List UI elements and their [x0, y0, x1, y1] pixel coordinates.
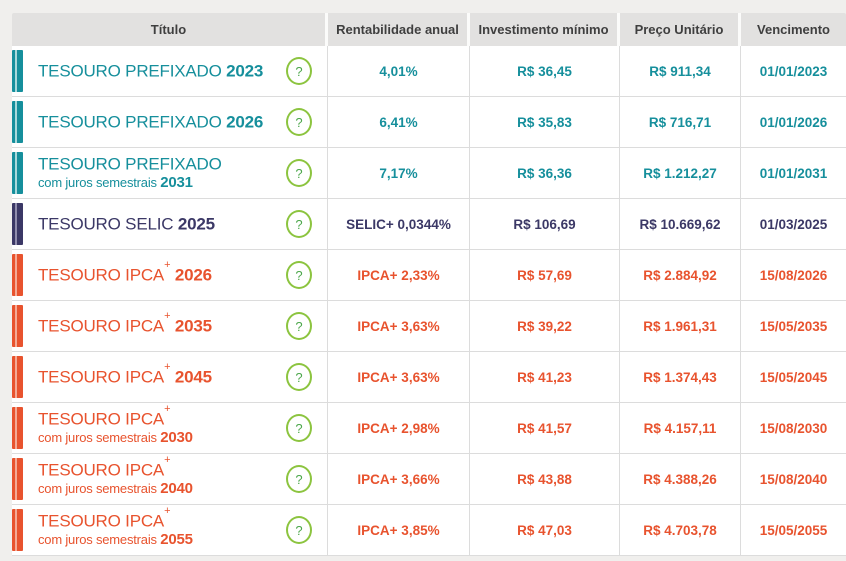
bond-title-cell: TESOURO SELIC 2025 ? — [12, 199, 328, 249]
min-investment-cell: R$ 41,57 — [470, 403, 620, 453]
unit-price-cell: R$ 911,34 — [620, 46, 741, 96]
bond-title: TESOURO PREFIXADO com juros semestrais 2… — [38, 154, 222, 192]
bond-title-cell: TESOURO IPCA+ com juros semestrais 2055 … — [12, 505, 328, 555]
column-header-titulo: Título — [12, 13, 328, 46]
table-row[interactable]: TESOURO PREFIXADO 2023 ? 4,01% R$ 36,45 … — [12, 46, 846, 97]
table-row[interactable]: TESOURO IPCA+ 2045 ? IPCA + 3,63% R$ 41,… — [12, 352, 846, 403]
help-icon[interactable]: ? — [286, 516, 312, 544]
help-icon[interactable]: ? — [286, 363, 312, 391]
unit-price-cell: R$ 2.884,92 — [620, 250, 741, 300]
unit-price-cell: R$ 10.669,62 — [620, 199, 741, 249]
bond-color-bar — [12, 203, 23, 245]
bond-table: Título Rentabilidade anual Investimento … — [12, 13, 846, 556]
min-investment-cell: R$ 39,22 — [470, 301, 620, 351]
bond-title-cell: TESOURO PREFIXADO 2023 ? — [12, 46, 328, 96]
column-header-investimento-minimo: Investimento mínimo — [470, 13, 620, 46]
bond-title: TESOURO IPCA+ 2035 — [38, 309, 212, 336]
help-icon[interactable]: ? — [286, 57, 312, 85]
bond-color-bar — [12, 509, 23, 551]
table-body: TESOURO PREFIXADO 2023 ? 4,01% R$ 36,45 … — [12, 46, 846, 556]
bond-color-bar — [12, 356, 23, 398]
bond-title-cell: TESOURO IPCA+ com juros semestrais 2030 … — [12, 403, 328, 453]
bond-title: TESOURO SELIC 2025 — [38, 214, 215, 234]
annual-rate-cell: IPCA + 3,63% — [328, 352, 470, 402]
bond-title-cell: TESOURO IPCA+ 2045 ? — [12, 352, 328, 402]
min-investment-cell: R$ 41,23 — [470, 352, 620, 402]
maturity-cell: 01/03/2025 — [759, 216, 828, 232]
bond-title-cell: TESOURO IPCA+ com juros semestrais 2040 … — [12, 454, 328, 504]
table-row[interactable]: TESOURO IPCA+ 2026 ? IPCA + 2,33% R$ 57,… — [12, 250, 846, 301]
table-row[interactable]: TESOURO IPCA+ com juros semestrais 2040 … — [12, 454, 846, 505]
help-icon[interactable]: ? — [286, 414, 312, 442]
unit-price-cell: R$ 1.961,31 — [620, 301, 741, 351]
bond-title: TESOURO IPCA+ 2045 — [38, 360, 212, 387]
bond-color-bar — [12, 50, 23, 92]
help-icon[interactable]: ? — [286, 108, 312, 136]
bond-color-bar — [12, 407, 23, 449]
maturity-cell: 15/08/2026 — [759, 267, 828, 283]
min-investment-cell: R$ 43,88 — [470, 454, 620, 504]
annual-rate-cell: SELIC + 0,0344% — [328, 199, 470, 249]
column-header-vencimento: Vencimento — [741, 13, 846, 46]
annual-rate-cell: IPCA + 3,66% — [328, 454, 470, 504]
maturity-cell: 01/01/2026 — [759, 114, 828, 130]
help-icon[interactable]: ? — [286, 465, 312, 493]
column-header-preco-unitario: Preço Unitário — [620, 13, 741, 46]
table-row[interactable]: TESOURO IPCA+ com juros semestrais 2055 … — [12, 505, 846, 556]
annual-rate-cell: IPCA + 2,33% — [328, 250, 470, 300]
help-icon[interactable]: ? — [286, 210, 312, 238]
bond-title: TESOURO PREFIXADO 2023 — [38, 61, 264, 81]
table-row[interactable]: TESOURO PREFIXADO com juros semestrais 2… — [12, 148, 846, 199]
bond-title-cell: TESOURO IPCA+ 2026 ? — [12, 250, 328, 300]
unit-price-cell: R$ 1.212,27 — [620, 148, 741, 198]
bond-title: TESOURO IPCA+ com juros semestrais 2040 — [38, 454, 193, 498]
bond-title: TESOURO IPCA+ com juros semestrais 2055 — [38, 505, 193, 549]
bond-title-cell: TESOURO PREFIXADO 2026 ? — [12, 97, 328, 147]
unit-price-cell: R$ 4.388,26 — [620, 454, 741, 504]
table-header: Título Rentabilidade anual Investimento … — [12, 13, 846, 46]
maturity-cell: 01/01/2023 — [759, 63, 828, 79]
min-investment-cell: R$ 35,83 — [470, 97, 620, 147]
column-header-rentabilidade: Rentabilidade anual — [328, 13, 470, 46]
unit-price-cell: R$ 716,71 — [620, 97, 741, 147]
annual-rate-cell: IPCA + 3,63% — [328, 301, 470, 351]
unit-price-cell: R$ 1.374,43 — [620, 352, 741, 402]
maturity-cell: 15/05/2035 — [759, 318, 828, 334]
help-icon[interactable]: ? — [286, 312, 312, 340]
bond-title: TESOURO IPCA+ com juros semestrais 2030 — [38, 403, 193, 447]
annual-rate-cell: IPCA + 3,85% — [328, 505, 470, 555]
table-row[interactable]: TESOURO PREFIXADO 2026 ? 6,41% R$ 35,83 … — [12, 97, 846, 148]
bond-color-bar — [12, 152, 23, 194]
maturity-cell: 15/05/2045 — [759, 369, 828, 385]
bond-title: TESOURO PREFIXADO 2026 — [38, 112, 264, 132]
maturity-cell: 15/05/2055 — [759, 522, 828, 538]
maturity-cell: 15/08/2040 — [759, 471, 828, 487]
table-row[interactable]: TESOURO IPCA+ 2035 ? IPCA + 3,63% R$ 39,… — [12, 301, 846, 352]
annual-rate-cell: IPCA + 2,98% — [328, 403, 470, 453]
help-icon[interactable]: ? — [286, 261, 312, 289]
annual-rate-cell: 7,17% — [328, 148, 470, 198]
bond-color-bar — [12, 101, 23, 143]
bond-title: TESOURO IPCA+ 2026 — [38, 258, 212, 285]
table-row[interactable]: TESOURO IPCA+ com juros semestrais 2030 … — [12, 403, 846, 454]
min-investment-cell: R$ 106,69 — [470, 199, 620, 249]
bond-title-cell: TESOURO PREFIXADO com juros semestrais 2… — [12, 148, 328, 198]
annual-rate-cell: 6,41% — [328, 97, 470, 147]
maturity-cell: 01/01/2031 — [759, 165, 828, 181]
min-investment-cell: R$ 36,45 — [470, 46, 620, 96]
min-investment-cell: R$ 47,03 — [470, 505, 620, 555]
bond-color-bar — [12, 254, 23, 296]
help-icon[interactable]: ? — [286, 159, 312, 187]
unit-price-cell: R$ 4.157,11 — [620, 403, 741, 453]
bond-color-bar — [12, 305, 23, 347]
min-investment-cell: R$ 57,69 — [470, 250, 620, 300]
maturity-cell: 15/08/2030 — [759, 420, 828, 436]
annual-rate-cell: 4,01% — [328, 46, 470, 96]
bond-color-bar — [12, 458, 23, 500]
bond-title-cell: TESOURO IPCA+ 2035 ? — [12, 301, 328, 351]
table-row[interactable]: TESOURO SELIC 2025 ? SELIC + 0,0344% R$ … — [12, 199, 846, 250]
unit-price-cell: R$ 4.703,78 — [620, 505, 741, 555]
min-investment-cell: R$ 36,36 — [470, 148, 620, 198]
